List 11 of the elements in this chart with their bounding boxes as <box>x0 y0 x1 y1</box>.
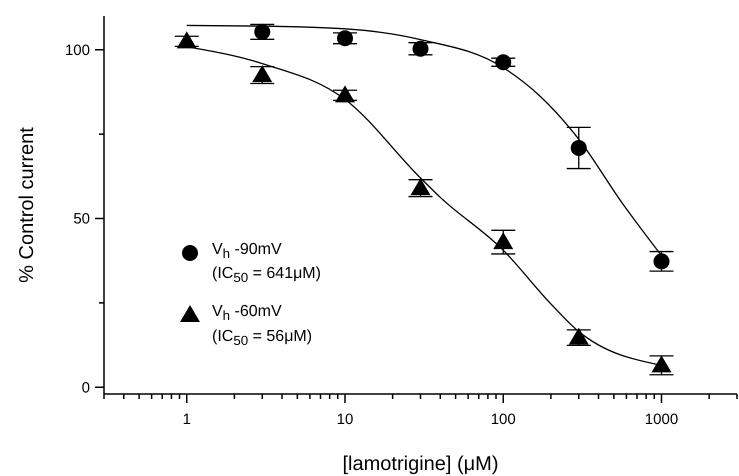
legend-label: V$_{h}$ -60mV (IC$_{50}$ = 56μM) <box>212 302 312 350</box>
legend-label: V$_{h}$ -90mV (IC$_{50}$ = 641μM) <box>212 240 321 288</box>
x-tick-label: 100 <box>490 411 516 428</box>
x-axis-title: [lamotrigine] (μM) <box>342 453 498 475</box>
y-axis-title: % Control current <box>16 126 38 283</box>
y-tick-label: 0 <box>82 379 90 396</box>
x-tick-label: 1000 <box>644 411 678 428</box>
x-tick-label: 1 <box>182 411 191 428</box>
x-tick-label: 10 <box>336 411 354 428</box>
y-tick-label: 100 <box>64 42 90 59</box>
y-tick-label: 50 <box>73 210 90 228</box>
